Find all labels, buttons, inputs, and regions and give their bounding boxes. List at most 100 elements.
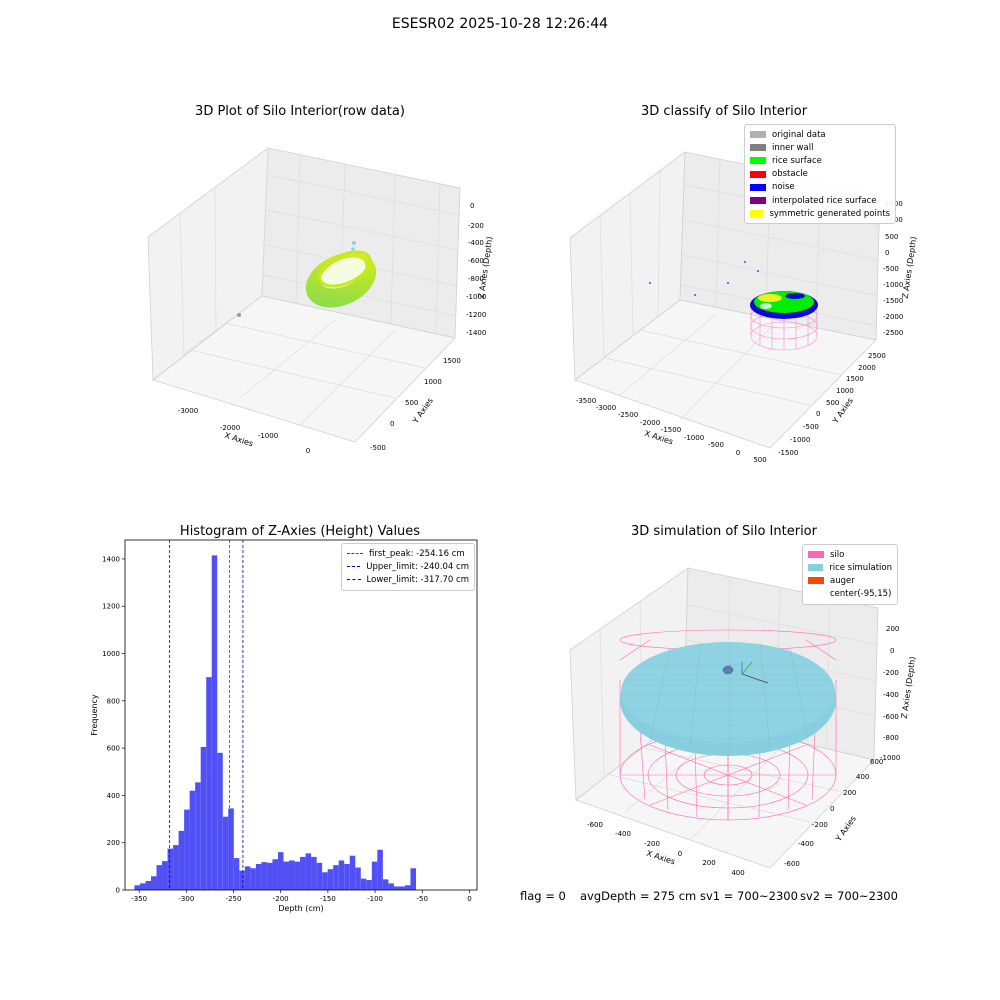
- histogram-bar: [239, 870, 245, 890]
- legend-label: original data: [772, 129, 826, 140]
- histogram-bar: [294, 861, 301, 890]
- p2-xtick: -3000: [596, 404, 616, 412]
- histogram-bar: [244, 866, 251, 890]
- p2-ytick: 1500: [846, 375, 864, 383]
- legend-entry: symmetric generated points: [750, 207, 890, 220]
- histogram-bar: [349, 855, 356, 890]
- hist-ylabel: Frequency: [90, 694, 99, 736]
- p4-ztick: -800: [883, 734, 899, 742]
- p2-xtick: 0: [736, 449, 740, 457]
- legend-entry: noise: [750, 181, 890, 194]
- p2-ytick: 0: [816, 410, 820, 418]
- p1-xtick: -2000: [220, 424, 240, 432]
- p2-classified-cloud: [649, 261, 818, 351]
- histogram-frame: [124, 539, 478, 891]
- p1-ytick: 500: [405, 399, 418, 407]
- legend-label: symmetric generated points: [769, 208, 890, 219]
- p2-xtick: -1500: [661, 426, 681, 434]
- histogram-bar: [178, 830, 185, 890]
- histogram-bar: [410, 868, 416, 890]
- y-tick-label: 1000: [102, 650, 120, 658]
- legend-entry: silo: [808, 548, 892, 561]
- legend-label: interpolated rice surface: [772, 195, 877, 206]
- histogram-bar: [139, 883, 146, 890]
- panel2-title: 3D classify of Silo Interior: [640, 104, 808, 119]
- p1-xtick: -1000: [258, 432, 278, 440]
- legend-swatch: [347, 579, 361, 581]
- histogram-bar: [322, 872, 328, 890]
- p1-ztick: -1200: [466, 311, 486, 319]
- p2-ztick: -500: [883, 265, 899, 273]
- p1-ztick: 0: [470, 202, 474, 210]
- legend-entry: inner wall: [750, 141, 890, 154]
- legend-swatch: [750, 170, 766, 178]
- status-flag: flag = 0: [520, 889, 566, 903]
- p2-xtick: -2000: [640, 419, 660, 427]
- legend-entry: original data: [750, 128, 890, 141]
- legend-swatch: [750, 183, 766, 191]
- x-tick-label: -350: [131, 895, 147, 903]
- p1-ytick: 0: [390, 420, 394, 428]
- histogram-bar: [399, 886, 405, 890]
- legend-label: center(-95,15): [830, 589, 892, 600]
- p4-zlabel: Z Axies (Depth): [900, 656, 918, 719]
- status-sv2: sv2 = 700~2300: [800, 889, 898, 903]
- legend-swatch: [347, 553, 363, 555]
- x-tick-label: -250: [226, 895, 242, 903]
- histogram-bar: [344, 863, 350, 890]
- p1-xtick: -3000: [178, 407, 198, 415]
- legend-swatch: [750, 157, 766, 165]
- histogram-bar: [150, 876, 157, 890]
- p1-zlabel: Z Axies (Depth): [477, 236, 495, 299]
- p4-ztick: -600: [883, 713, 899, 721]
- p2-xtick: -3500: [576, 397, 596, 405]
- legend-label: rice simulation: [829, 562, 892, 573]
- p4-ztick: -400: [883, 691, 899, 699]
- figure-title: ESESR02 2025-10-28 12:26:44: [391, 16, 609, 32]
- x-tick-label: 0: [467, 895, 471, 903]
- legend-label: silo: [830, 549, 845, 560]
- histogram-bar: [289, 860, 295, 890]
- p1-ytick: 1000: [424, 378, 442, 386]
- histogram-bar: [211, 555, 218, 890]
- p4-xtick: -200: [644, 840, 660, 848]
- p2-ylabel: Y Axies: [830, 396, 855, 426]
- histogram-bar: [316, 862, 323, 890]
- x-tick-label: -50: [417, 895, 428, 903]
- p2-xtick: -1000: [684, 434, 704, 442]
- histogram-bar: [388, 883, 394, 890]
- x-tick-label: -300: [178, 895, 194, 903]
- histogram-bar: [189, 790, 196, 890]
- histogram-bar: [184, 809, 190, 890]
- p4-rice-surface: [620, 642, 836, 756]
- p2-ytick: -1000: [790, 436, 810, 444]
- histogram-bar: [200, 746, 207, 890]
- histogram-bar: [371, 861, 378, 890]
- p4-xtick: 0: [678, 850, 682, 858]
- p2-ytick: 2000: [858, 364, 876, 372]
- histogram-bar: [333, 865, 339, 890]
- p1-ytick: -500: [370, 444, 386, 452]
- p2-ytick: 1000: [836, 387, 854, 395]
- legend-swatch: [750, 197, 766, 205]
- histogram-y-ticks: 0 200 400 600 800 1000 1200 1400: [102, 555, 125, 895]
- p1-ylabel: Y Axies: [410, 396, 435, 426]
- p1-xtick: 0: [306, 447, 310, 455]
- p2-ztick: -2500: [883, 329, 903, 337]
- histogram-bar: [272, 859, 278, 890]
- panel4-title: 3D simulation of Silo Interior: [631, 524, 817, 539]
- p2-ytick: -500: [803, 423, 819, 431]
- legend-swatch: [750, 131, 766, 139]
- legend-label: rice surface: [772, 155, 822, 166]
- p1-ztick: -1400: [466, 329, 486, 337]
- y-tick-label: 800: [107, 697, 120, 705]
- legend-label: auger: [830, 575, 855, 586]
- legend-label: noise: [772, 182, 795, 193]
- histogram-bar: [366, 880, 372, 890]
- histogram-bar: [217, 752, 223, 890]
- histogram-bar: [173, 845, 179, 890]
- p1-ztick: -600: [468, 257, 484, 265]
- histogram-bar: [311, 856, 317, 890]
- histogram-bar: [206, 677, 212, 890]
- legend-entry: rice surface: [750, 154, 890, 167]
